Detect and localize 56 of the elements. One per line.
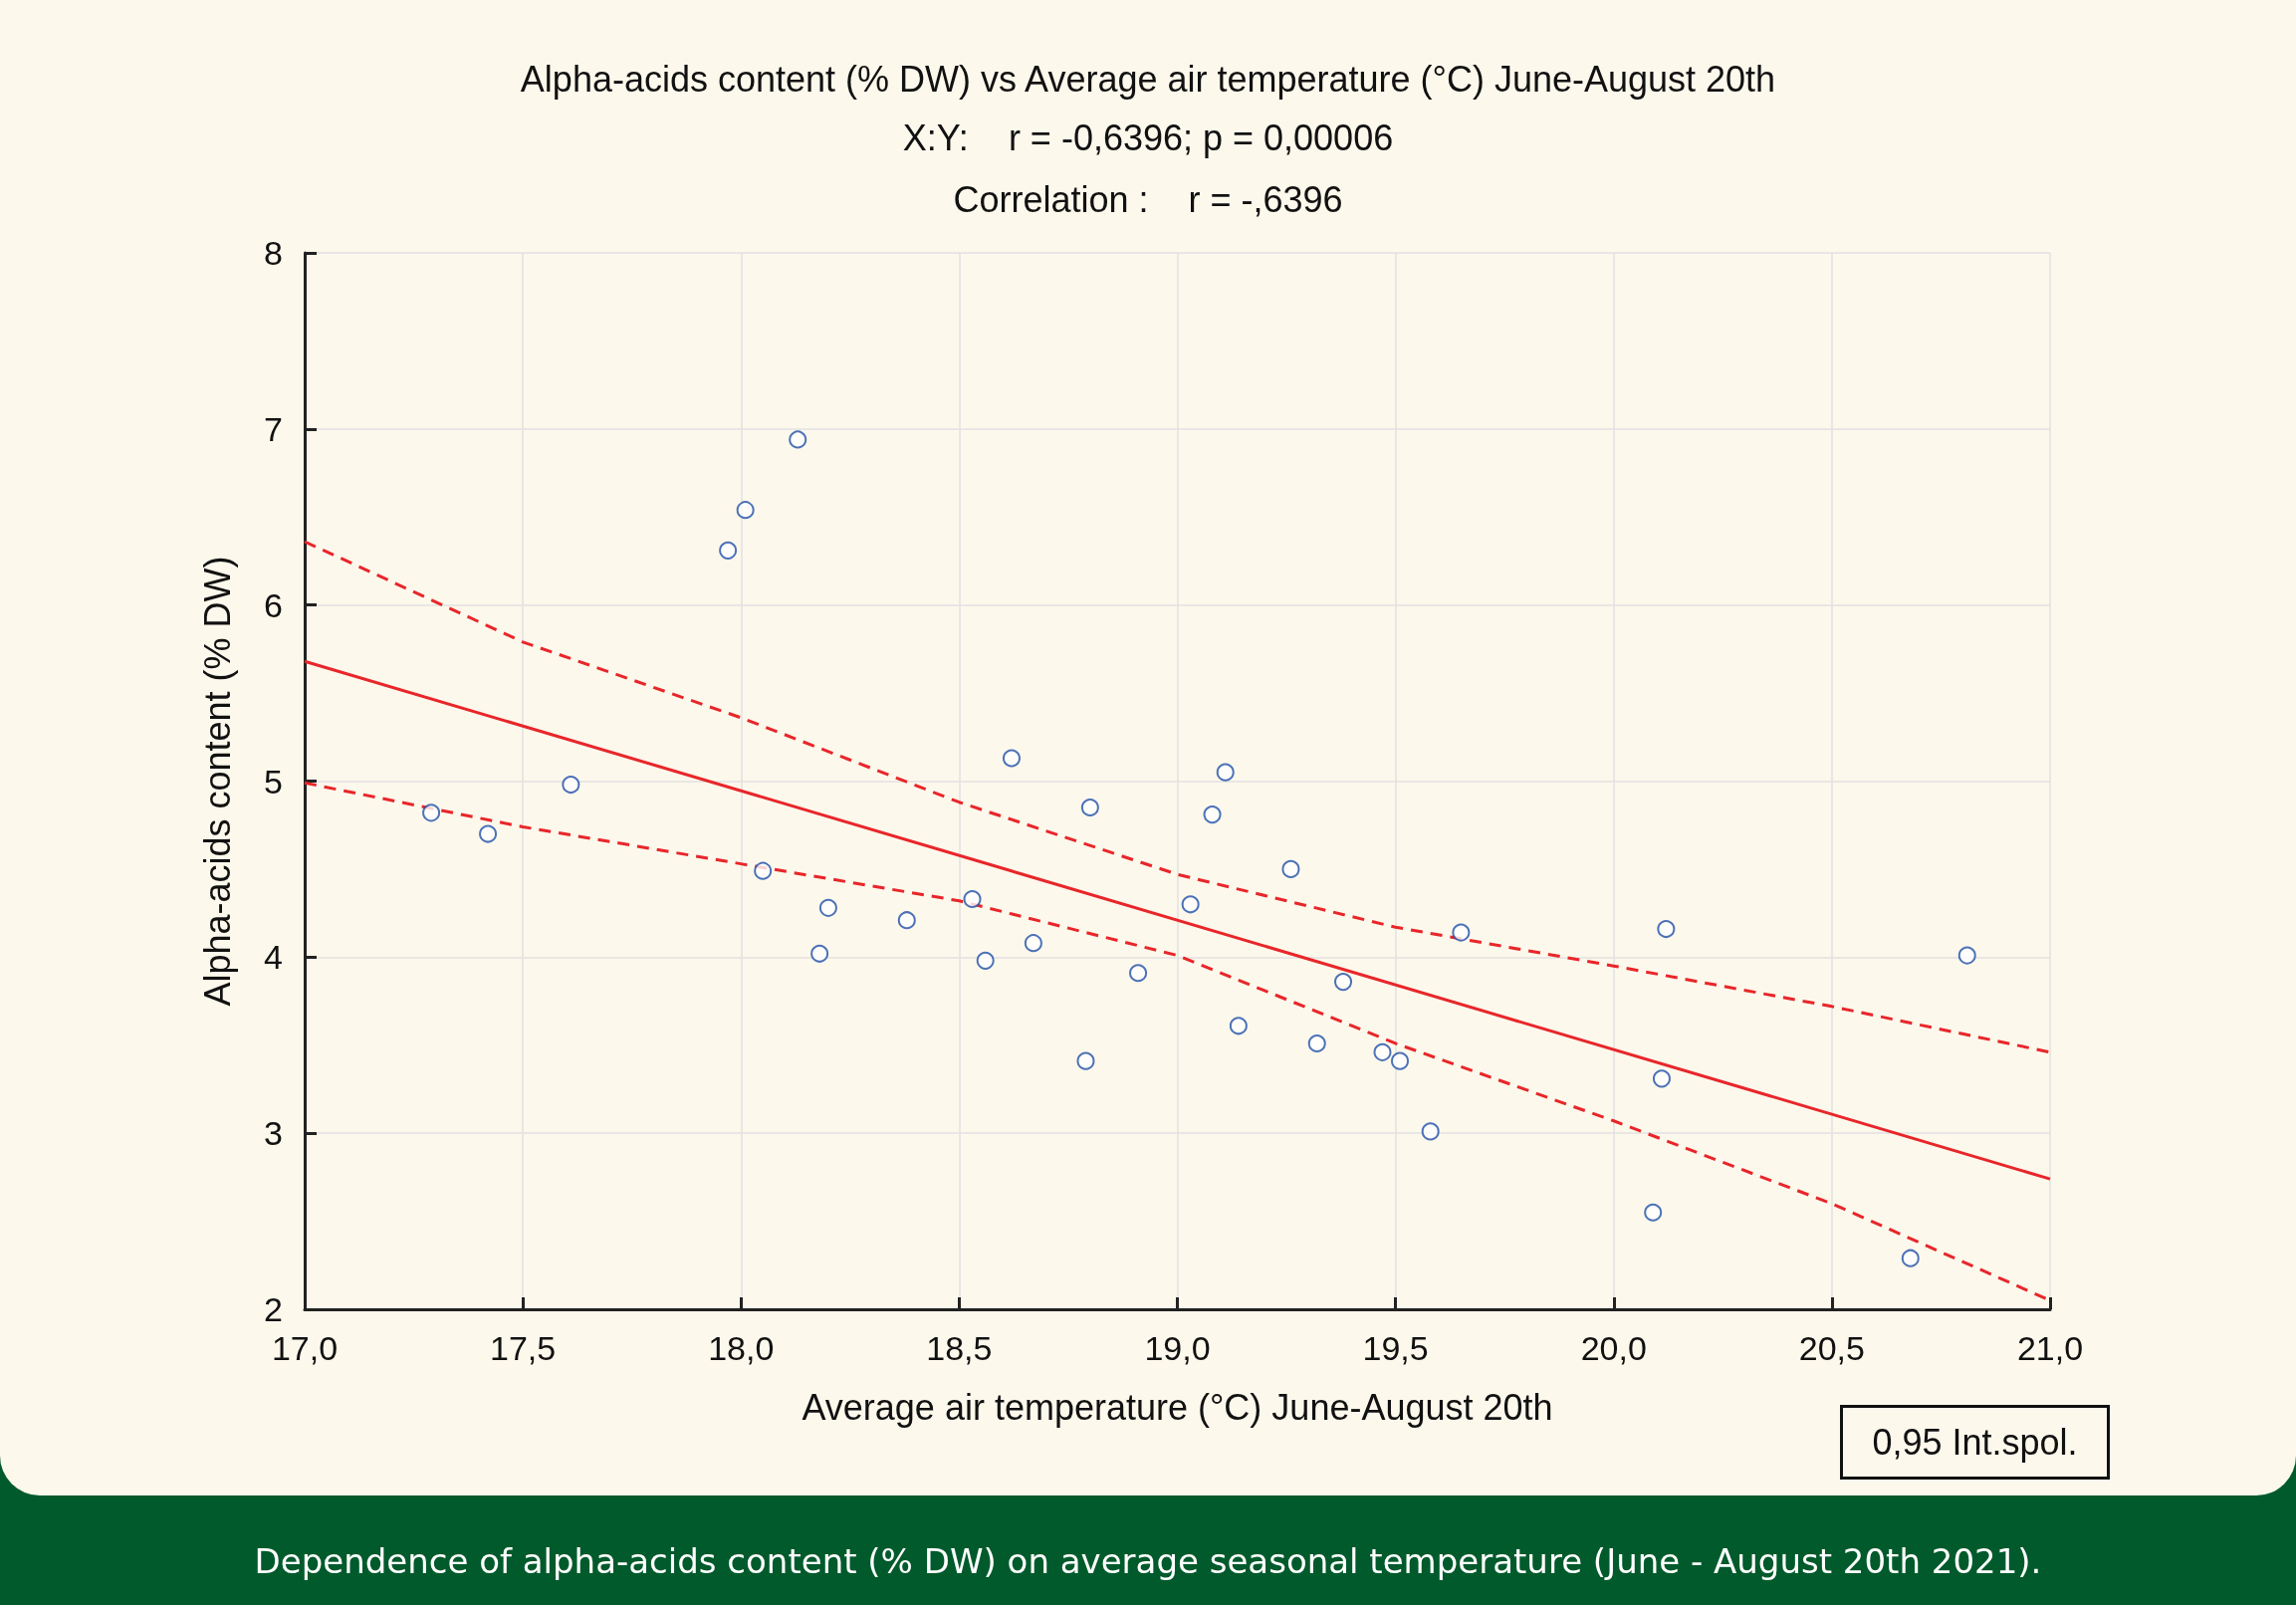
- point: [1203, 805, 1222, 824]
- chart-subtitle: X:Y: r = -0,6396; p = 0,00006 Correlation : r = -,6396: [902, 116, 1394, 220]
- y-tick-label: 2: [264, 1290, 283, 1328]
- point: [719, 541, 738, 560]
- y-tick-label: 5: [264, 762, 283, 801]
- x-tick-label: 21,0: [2016, 1329, 2084, 1367]
- point: [754, 861, 773, 880]
- line-series: [303, 540, 2052, 1054]
- point: [1373, 1042, 1392, 1061]
- x-tick-label: 19,5: [1362, 1329, 1429, 1367]
- point: [1129, 964, 1148, 983]
- point: [1657, 920, 1676, 939]
- point: [789, 430, 807, 449]
- point: [1307, 1033, 1326, 1052]
- point: [562, 776, 580, 795]
- y-tick-label: 6: [264, 585, 283, 624]
- point: [1281, 859, 1300, 878]
- x-tick-label: 20,5: [1798, 1329, 1865, 1367]
- point: [818, 898, 837, 917]
- x-tick-label: 20,0: [1580, 1329, 1647, 1367]
- y-tick-label: 4: [264, 938, 283, 977]
- x-tick-label: 17,0: [271, 1329, 339, 1367]
- y-tick-label: 8: [264, 234, 283, 272]
- point: [976, 951, 995, 970]
- point: [1644, 1203, 1663, 1222]
- point: [1080, 799, 1099, 817]
- point: [897, 911, 916, 930]
- point: [1334, 973, 1353, 992]
- point: [810, 944, 829, 963]
- x-tick-label: 18,5: [926, 1329, 993, 1367]
- chart-title: Alpha-acids content (% DW) vs Average air temperature (°C) June-August 20th: [520, 58, 1776, 100]
- point: [1391, 1051, 1410, 1070]
- point: [1652, 1069, 1671, 1088]
- point: [1421, 1122, 1440, 1141]
- x-tick-label: 19,0: [1144, 1329, 1211, 1367]
- point: [963, 889, 982, 908]
- point: [1957, 946, 1976, 965]
- point: [1216, 763, 1235, 782]
- y-tick-label: 3: [264, 1114, 283, 1153]
- point: [1002, 749, 1021, 768]
- point: [1229, 1017, 1248, 1035]
- point: [1181, 895, 1200, 914]
- x-tick-label: 17,5: [490, 1329, 557, 1367]
- y-axis-title: Alpha-acids content (% DW): [196, 556, 238, 1007]
- point: [736, 501, 755, 520]
- y-tick-label: 7: [264, 409, 283, 448]
- text: 0,95 Int.spol.: [1872, 1422, 2078, 1463]
- x-tick-label: 18,0: [708, 1329, 775, 1367]
- point: [422, 803, 441, 822]
- point: [1901, 1249, 1920, 1267]
- point: [1452, 923, 1471, 942]
- point: [1076, 1051, 1095, 1070]
- x-axis-title: Average air temperature (°C) June-August 20th: [802, 1386, 1553, 1428]
- point: [1024, 934, 1042, 953]
- point: [479, 824, 498, 843]
- text: Dependence of alpha-acids content (% DW) on average seasonal temperature (June - August 20th 2021).: [253, 1541, 2043, 1581]
